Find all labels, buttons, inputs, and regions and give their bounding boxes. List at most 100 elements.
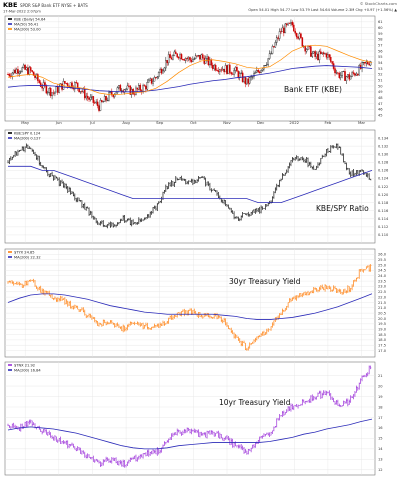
y-tick-label: 25.0 — [378, 263, 387, 267]
candle-body — [291, 22, 294, 26]
candle-body — [180, 54, 183, 60]
candle-body — [45, 85, 48, 94]
legend-entry: $TYX 24.85 — [14, 251, 35, 255]
candle-body — [105, 96, 107, 101]
candle-body — [285, 23, 288, 26]
y-tick-label: 0.132 — [378, 144, 388, 148]
candle-body — [64, 81, 66, 84]
candle-body — [170, 57, 173, 60]
legend-swatch — [8, 251, 12, 253]
candle-body — [8, 74, 11, 77]
candle-body — [96, 101, 99, 107]
y-tick-label: 23.5 — [378, 279, 386, 283]
candle-body — [243, 77, 245, 82]
candle-body — [290, 22, 292, 24]
candle-body — [17, 69, 19, 74]
candle-body — [256, 70, 258, 73]
y-tick-label: 19.0 — [378, 327, 387, 331]
legend-swatch — [8, 364, 12, 366]
candle-body — [314, 51, 316, 57]
header-bar — [0, 0, 400, 9]
candle-body — [194, 55, 197, 59]
y-tick-label: 51 — [378, 78, 383, 82]
candle-body — [347, 74, 349, 77]
ma50-line — [7, 44, 373, 96]
candle-body — [342, 71, 345, 73]
candle-body — [169, 54, 171, 58]
candle-body — [349, 76, 352, 80]
candle-body — [315, 53, 318, 57]
candle-body — [274, 42, 277, 48]
candle-body — [357, 73, 359, 76]
y-tick-label: 23.0 — [378, 285, 387, 289]
candle-body — [152, 80, 154, 84]
candle-body — [37, 74, 39, 81]
candle-body — [244, 77, 247, 85]
candle-body — [176, 53, 178, 58]
candle-body — [14, 69, 16, 74]
candle-body — [109, 91, 112, 93]
x-tick-label: 2022 — [289, 120, 299, 125]
candle-body — [142, 85, 144, 93]
candle-body — [338, 73, 341, 78]
x-tick-label: Jun — [55, 120, 63, 125]
ma200-line — [7, 418, 373, 450]
candle-body — [253, 73, 255, 77]
candle-body — [69, 82, 72, 88]
candle-body — [335, 72, 338, 74]
candle-body — [54, 91, 56, 94]
candle-body — [200, 54, 203, 60]
candle-body — [318, 51, 321, 61]
candle-body — [240, 72, 242, 74]
legend-entry: KBE (Daily) 54.64 — [14, 18, 46, 22]
candle-body — [231, 73, 234, 75]
y-tick-label: 58 — [378, 38, 383, 42]
candle-body — [368, 63, 370, 66]
candle-body — [47, 91, 49, 94]
candle-body — [283, 27, 285, 34]
y-tick-label: 24.5 — [378, 269, 386, 273]
candle-body — [354, 73, 356, 76]
candle-body — [311, 53, 314, 57]
panel-frame — [4, 248, 376, 358]
candle-body — [165, 60, 167, 69]
legend-swatch — [8, 18, 12, 20]
ma200-line — [7, 65, 373, 93]
candle-body — [193, 58, 196, 60]
candle-body — [351, 72, 353, 77]
candle-body — [358, 65, 360, 76]
candle-body — [217, 70, 220, 72]
candle-body — [366, 61, 369, 65]
y-tick-label: 16 — [378, 426, 383, 430]
y-tick-label: 17.5 — [378, 344, 386, 348]
candle-body — [312, 51, 315, 54]
candle-body — [355, 73, 358, 76]
candle-body — [227, 64, 230, 74]
candle-body — [76, 82, 79, 88]
candle-body — [49, 87, 52, 97]
candle-body — [352, 72, 355, 74]
candle-body — [32, 71, 35, 76]
y-tick-label: 20 — [378, 384, 383, 388]
candle-body — [38, 80, 41, 83]
candle-body — [254, 72, 257, 74]
candle-body — [160, 69, 163, 74]
candle-body — [209, 59, 211, 66]
legend-entry: MA(200) 0.127 — [14, 137, 41, 141]
y-tick-label: 26.0 — [378, 253, 387, 257]
y-tick-label: 21.5 — [378, 301, 386, 305]
candle-body — [81, 91, 83, 93]
y-tick-label: 0.118 — [378, 201, 389, 205]
panel-title: 10yr Treasury Yield — [219, 398, 291, 407]
candle-body — [95, 101, 97, 103]
y-tick-label: 52 — [378, 73, 383, 77]
candle-body — [58, 86, 60, 93]
legend-swatch — [8, 28, 12, 30]
x-tick-label: Sep — [156, 120, 164, 125]
candle-body — [29, 67, 32, 71]
candle-body — [55, 86, 58, 93]
candle-body — [221, 68, 224, 71]
candle-body — [365, 61, 368, 64]
y-tick-label: 46 — [378, 108, 383, 112]
